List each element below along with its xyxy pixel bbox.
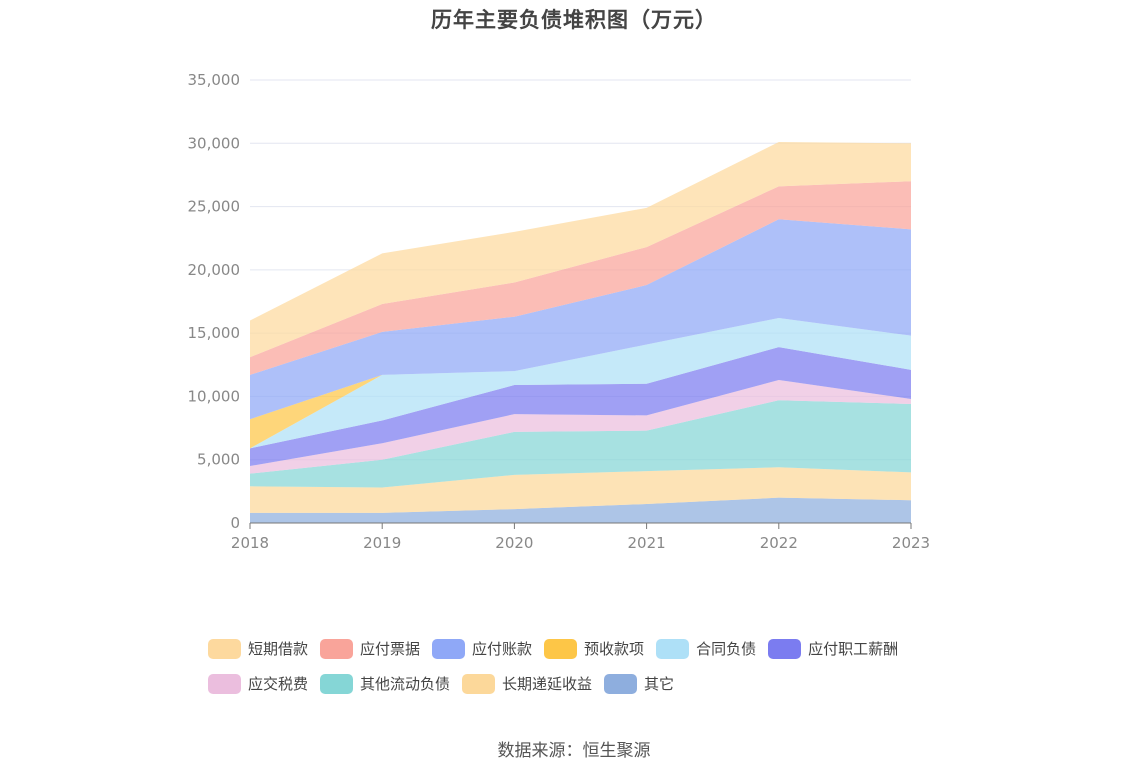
y-tick-label: 35,000: [188, 71, 241, 89]
legend-swatch: [544, 638, 578, 659]
chart-legend: 短期借款 应付票据 应付账款 预收款项 合同负债 应付职工薪酬应交税费 其他流动负债 长期递延…: [208, 638, 968, 708]
area-series: [250, 181, 911, 375]
legend-item[interactable]: 应交税费: [208, 673, 308, 694]
legend-swatch: [208, 673, 241, 694]
legend-label: 合同负债: [696, 640, 757, 658]
legend-swatch: [604, 673, 638, 694]
legend-label: 应交税费: [248, 675, 309, 693]
y-tick-label: 30,000: [188, 134, 241, 152]
x-tick-label: 2019: [363, 534, 401, 552]
y-tick-label: 20,000: [188, 261, 241, 279]
legend-label: 其它: [644, 675, 675, 693]
legend-item[interactable]: 预收款项: [544, 638, 644, 659]
x-tick-label: 2023: [892, 534, 930, 552]
legend-label: 应付账款: [472, 640, 533, 658]
area-series: [250, 317, 911, 449]
legend-label: 长期递延收益: [502, 675, 593, 693]
area-series: [250, 347, 911, 467]
legend-item[interactable]: 应付职工薪酬: [768, 638, 898, 659]
legend-label: 其他流动负债: [360, 675, 451, 693]
legend-item[interactable]: 其它: [604, 673, 674, 694]
legend-item[interactable]: 应付账款: [432, 638, 532, 659]
chart-title: 历年主要负债堆积图（万元）: [431, 8, 717, 32]
legend-swatch: [320, 638, 354, 659]
legend-item[interactable]: 合同负债: [656, 638, 756, 659]
y-tick-label: 0: [230, 514, 240, 532]
y-tick-label: 25,000: [188, 198, 241, 216]
x-tick-label: 2018: [231, 534, 269, 552]
legend-swatch: [208, 638, 241, 659]
legend-swatch: [432, 638, 466, 659]
area-series: [250, 400, 911, 488]
area-series: [250, 497, 911, 523]
y-tick-label: 5,000: [197, 451, 240, 469]
legend-label: 应付票据: [360, 640, 421, 658]
area-series: [250, 467, 911, 513]
legend-item[interactable]: 短期借款: [208, 638, 308, 659]
legend-item[interactable]: 长期递延收益: [462, 673, 592, 694]
y-tick-label: 10,000: [188, 387, 241, 405]
area-series: [250, 142, 911, 358]
x-tick-label: 2021: [628, 534, 666, 552]
area-series: [250, 219, 911, 420]
data-source-note: 数据来源：恒生聚源: [497, 741, 651, 761]
legend-swatch: [320, 673, 354, 694]
legend-label: 应付职工薪酬: [808, 640, 899, 658]
legend-swatch: [462, 673, 496, 694]
legend-swatch: [768, 638, 802, 659]
legend-item[interactable]: 应付票据: [320, 638, 420, 659]
area-series: [250, 379, 911, 474]
legend-label: 预收款项: [584, 640, 645, 658]
legend-label: 短期借款: [248, 640, 309, 658]
x-tick-label: 2022: [760, 534, 798, 552]
legend-swatch: [656, 638, 690, 659]
y-tick-label: 15,000: [188, 324, 241, 342]
x-tick-label: 2020: [495, 534, 533, 552]
legend-item[interactable]: 其他流动负债: [320, 673, 450, 694]
